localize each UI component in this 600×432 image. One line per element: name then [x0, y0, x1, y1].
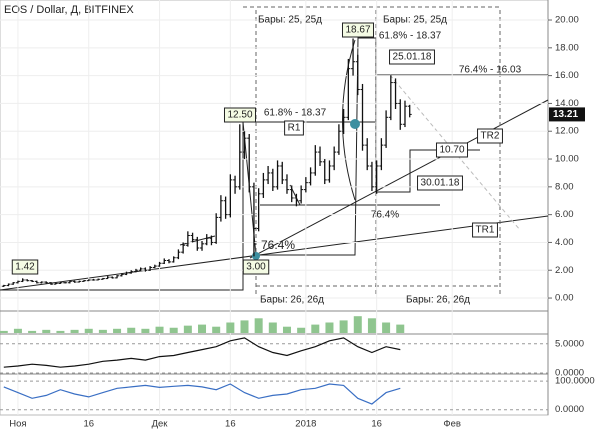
annotation-box	[223, 107, 257, 123]
indicator-line	[3, 383, 401, 405]
fib-path	[0, 37, 480, 291]
volume-bar	[212, 326, 221, 333]
volume-bar	[382, 322, 391, 333]
volume-bar	[42, 329, 51, 333]
y-tick-label: 14.00	[555, 98, 579, 109]
volume-bar	[198, 324, 207, 333]
annotation-box	[435, 142, 469, 158]
marker	[350, 119, 360, 129]
indicator-line	[3, 337, 401, 368]
annotation-box	[417, 175, 463, 191]
volume-bar	[226, 322, 235, 333]
plot-frame	[0, 0, 549, 416]
volume-bar	[13, 328, 22, 333]
x-tick-label: Ноя	[9, 419, 26, 430]
annotation: R1	[288, 123, 301, 134]
chart-title: EOS / Dollar, Д, BITFINEX	[4, 4, 134, 16]
y-tick-label: 20.00	[555, 15, 579, 26]
volume-bar	[325, 322, 334, 333]
drawings	[0, 37, 549, 291]
y-tick-label: 4.00	[555, 237, 574, 248]
annotation: 61.8% - 18.37	[379, 31, 442, 42]
volume-bar	[311, 324, 320, 333]
volume-bar	[70, 329, 79, 333]
y-tick-label: 10.00	[555, 154, 579, 165]
x-tick-label: 16	[225, 419, 236, 430]
volume-bar	[353, 316, 362, 333]
volume-bar	[127, 327, 136, 333]
y-tick-label: 0.0000	[555, 368, 584, 379]
volume-bar	[84, 328, 93, 333]
y-tick-label: 0.0000	[555, 404, 584, 415]
annotation: 76.4%	[371, 210, 399, 221]
y-tick-label: 2.00	[555, 265, 574, 276]
annotation-box	[284, 120, 304, 136]
last-price-box	[549, 107, 585, 122]
volume-bar	[0, 330, 8, 333]
volume-bar	[282, 326, 291, 333]
y-tick-label: 6.00	[555, 209, 574, 220]
annotation: 3.00	[246, 262, 266, 273]
annotation-box	[341, 22, 375, 38]
annotation: 1.42	[15, 262, 35, 273]
volume-bar	[141, 328, 150, 333]
annotation-box	[477, 128, 503, 144]
volume-bar	[268, 322, 277, 333]
annotation: 76.4% - 16.03	[459, 65, 522, 76]
x-tick-label: Фев	[443, 419, 461, 430]
trend-line-tr1	[0, 215, 549, 291]
volume-bar	[240, 320, 249, 333]
annotation: Бары: 25, 25д	[258, 15, 322, 26]
annotation: Бары: 25, 25д	[383, 15, 447, 26]
annotation-box	[389, 49, 435, 65]
annotation: 25.01.18	[393, 52, 432, 63]
volume-bar	[297, 327, 306, 333]
annotation: 18.67	[345, 25, 370, 36]
x-tick-label: 2018	[295, 419, 316, 430]
annotation-box	[11, 259, 39, 275]
annotation: Бары: 26, 26д	[406, 295, 470, 306]
y-tick-label: 12.00	[555, 126, 579, 137]
y-tick-label: 100.0000	[555, 376, 595, 387]
volume-bar	[339, 320, 348, 333]
x-tick-label: 16	[371, 419, 382, 430]
annotation: Бары: 26, 26д	[260, 295, 324, 306]
annotation: TR2	[481, 131, 500, 142]
volume-bar	[113, 328, 122, 333]
annotation: 12.50	[227, 110, 252, 121]
trend-line-tr2	[249, 99, 549, 259]
annotation: 76.4%	[261, 238, 295, 252]
annotation: 61.8% - 18.37	[264, 108, 327, 119]
last-price-label: 13.21	[553, 109, 578, 120]
marker	[252, 252, 260, 260]
y-tick-label: 8.00	[555, 181, 574, 192]
x-tick-label: Дек	[152, 419, 169, 430]
annotation: 30.01.18	[421, 178, 460, 189]
volume-bar	[155, 326, 164, 333]
annotation: TR1	[476, 225, 495, 236]
volume-bar	[56, 330, 65, 333]
volume-bar	[396, 324, 405, 333]
annotation-box	[472, 222, 498, 238]
y-tick-label: 18.00	[555, 42, 579, 53]
volume-bar	[169, 327, 178, 333]
volume-bar	[254, 318, 263, 333]
y-tick-label: 16.00	[555, 70, 579, 81]
annotation: 10.70	[439, 145, 464, 156]
y-tick-label: 5.0000	[555, 338, 584, 349]
y-tick-label: 0.00	[555, 293, 574, 304]
volume-bar	[367, 318, 376, 333]
x-tick-label: 16	[83, 419, 94, 430]
volume-bar	[98, 329, 107, 333]
arc	[342, 39, 356, 201]
volume-bar	[28, 330, 37, 333]
volume-bar	[183, 325, 192, 333]
annotation-box	[242, 259, 270, 275]
